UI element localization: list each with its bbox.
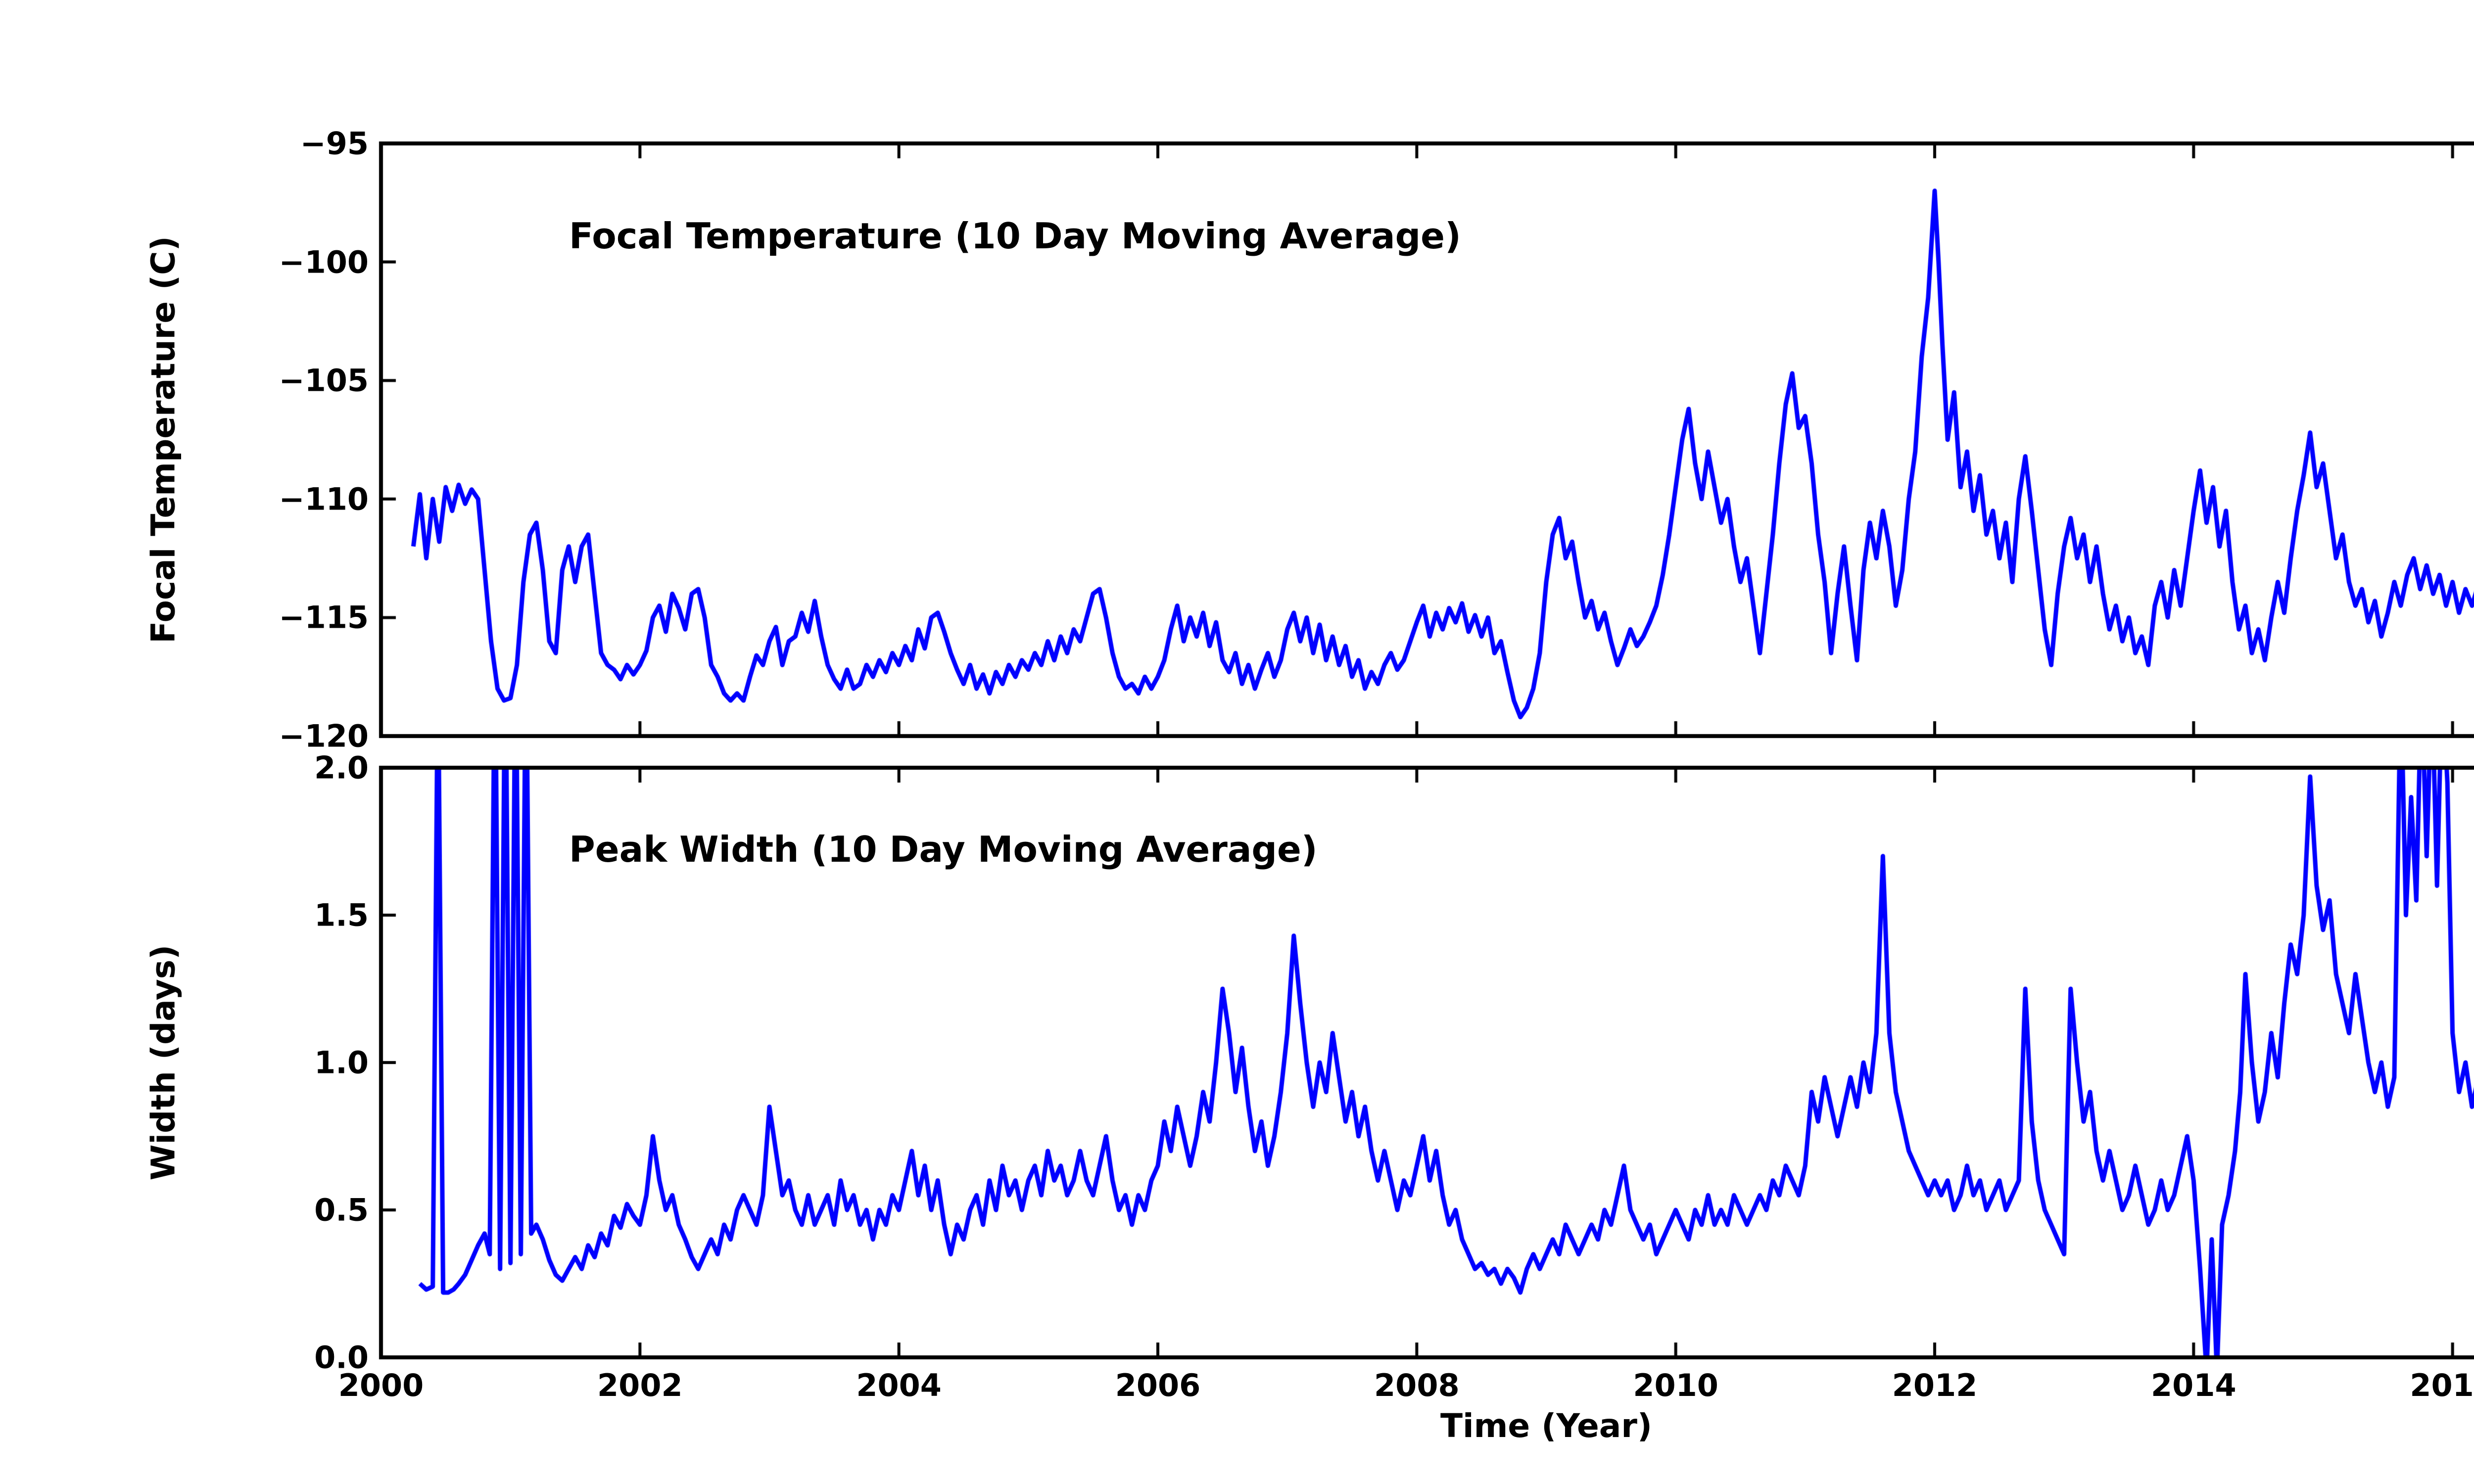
plot1-y-axis-label: Focal Temperature (C) xyxy=(144,236,183,644)
y-tick-label: 0.5 xyxy=(314,1192,369,1228)
x-tick-label: 2010 xyxy=(1633,1367,1718,1403)
x-tick-label: 2000 xyxy=(338,1367,424,1403)
plot2-y-axis-label: Width (days) xyxy=(144,944,183,1181)
y-tick-label: −100 xyxy=(279,244,369,280)
y-tick-label: −110 xyxy=(279,481,369,517)
x-tick-label: 2014 xyxy=(2151,1367,2236,1403)
x-tick-label: 2006 xyxy=(1115,1367,1201,1403)
x-tick-label: 2016 xyxy=(2410,1367,2474,1403)
x-tick-label: 2002 xyxy=(597,1367,683,1403)
y-tick-label: −95 xyxy=(300,125,369,162)
plot1-title: Focal Temperature (10 Day Moving Average… xyxy=(569,215,1461,257)
x-tick-label: 2012 xyxy=(1892,1367,1978,1403)
y-tick-label: 2.0 xyxy=(314,749,369,786)
x-tick-label: 2004 xyxy=(856,1367,942,1403)
y-tick-label: −105 xyxy=(279,362,369,399)
y-tick-label: 0.0 xyxy=(314,1339,369,1376)
y-tick-label: −120 xyxy=(279,718,369,754)
y-tick-label: −115 xyxy=(279,599,369,636)
y-tick-label: 1.0 xyxy=(314,1044,369,1081)
plot2-title: Peak Width (10 Day Moving Average) xyxy=(569,829,1318,870)
x-tick-label: 2008 xyxy=(1374,1367,1460,1403)
x-axis-label: Time (Year) xyxy=(1440,1407,1653,1445)
y-tick-label: 1.5 xyxy=(314,897,369,933)
